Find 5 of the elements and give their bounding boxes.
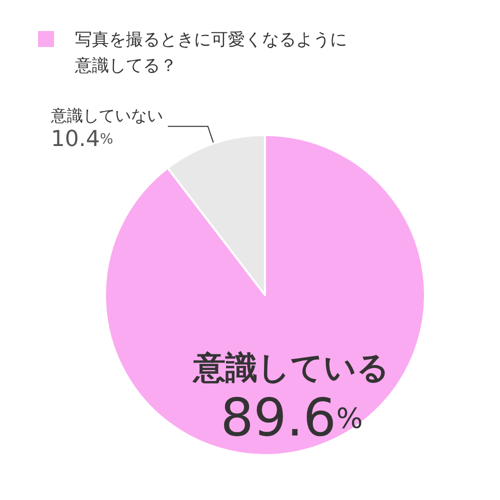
chart-title: 写真を撮るときに可愛くなるように意識してる？ (74, 30, 347, 76)
slice-label: 意識していない (50, 106, 163, 125)
slice-label: 意識している (192, 348, 390, 387)
data-label: 89.6% (220, 388, 363, 449)
data-label: 10.4% (50, 126, 114, 152)
